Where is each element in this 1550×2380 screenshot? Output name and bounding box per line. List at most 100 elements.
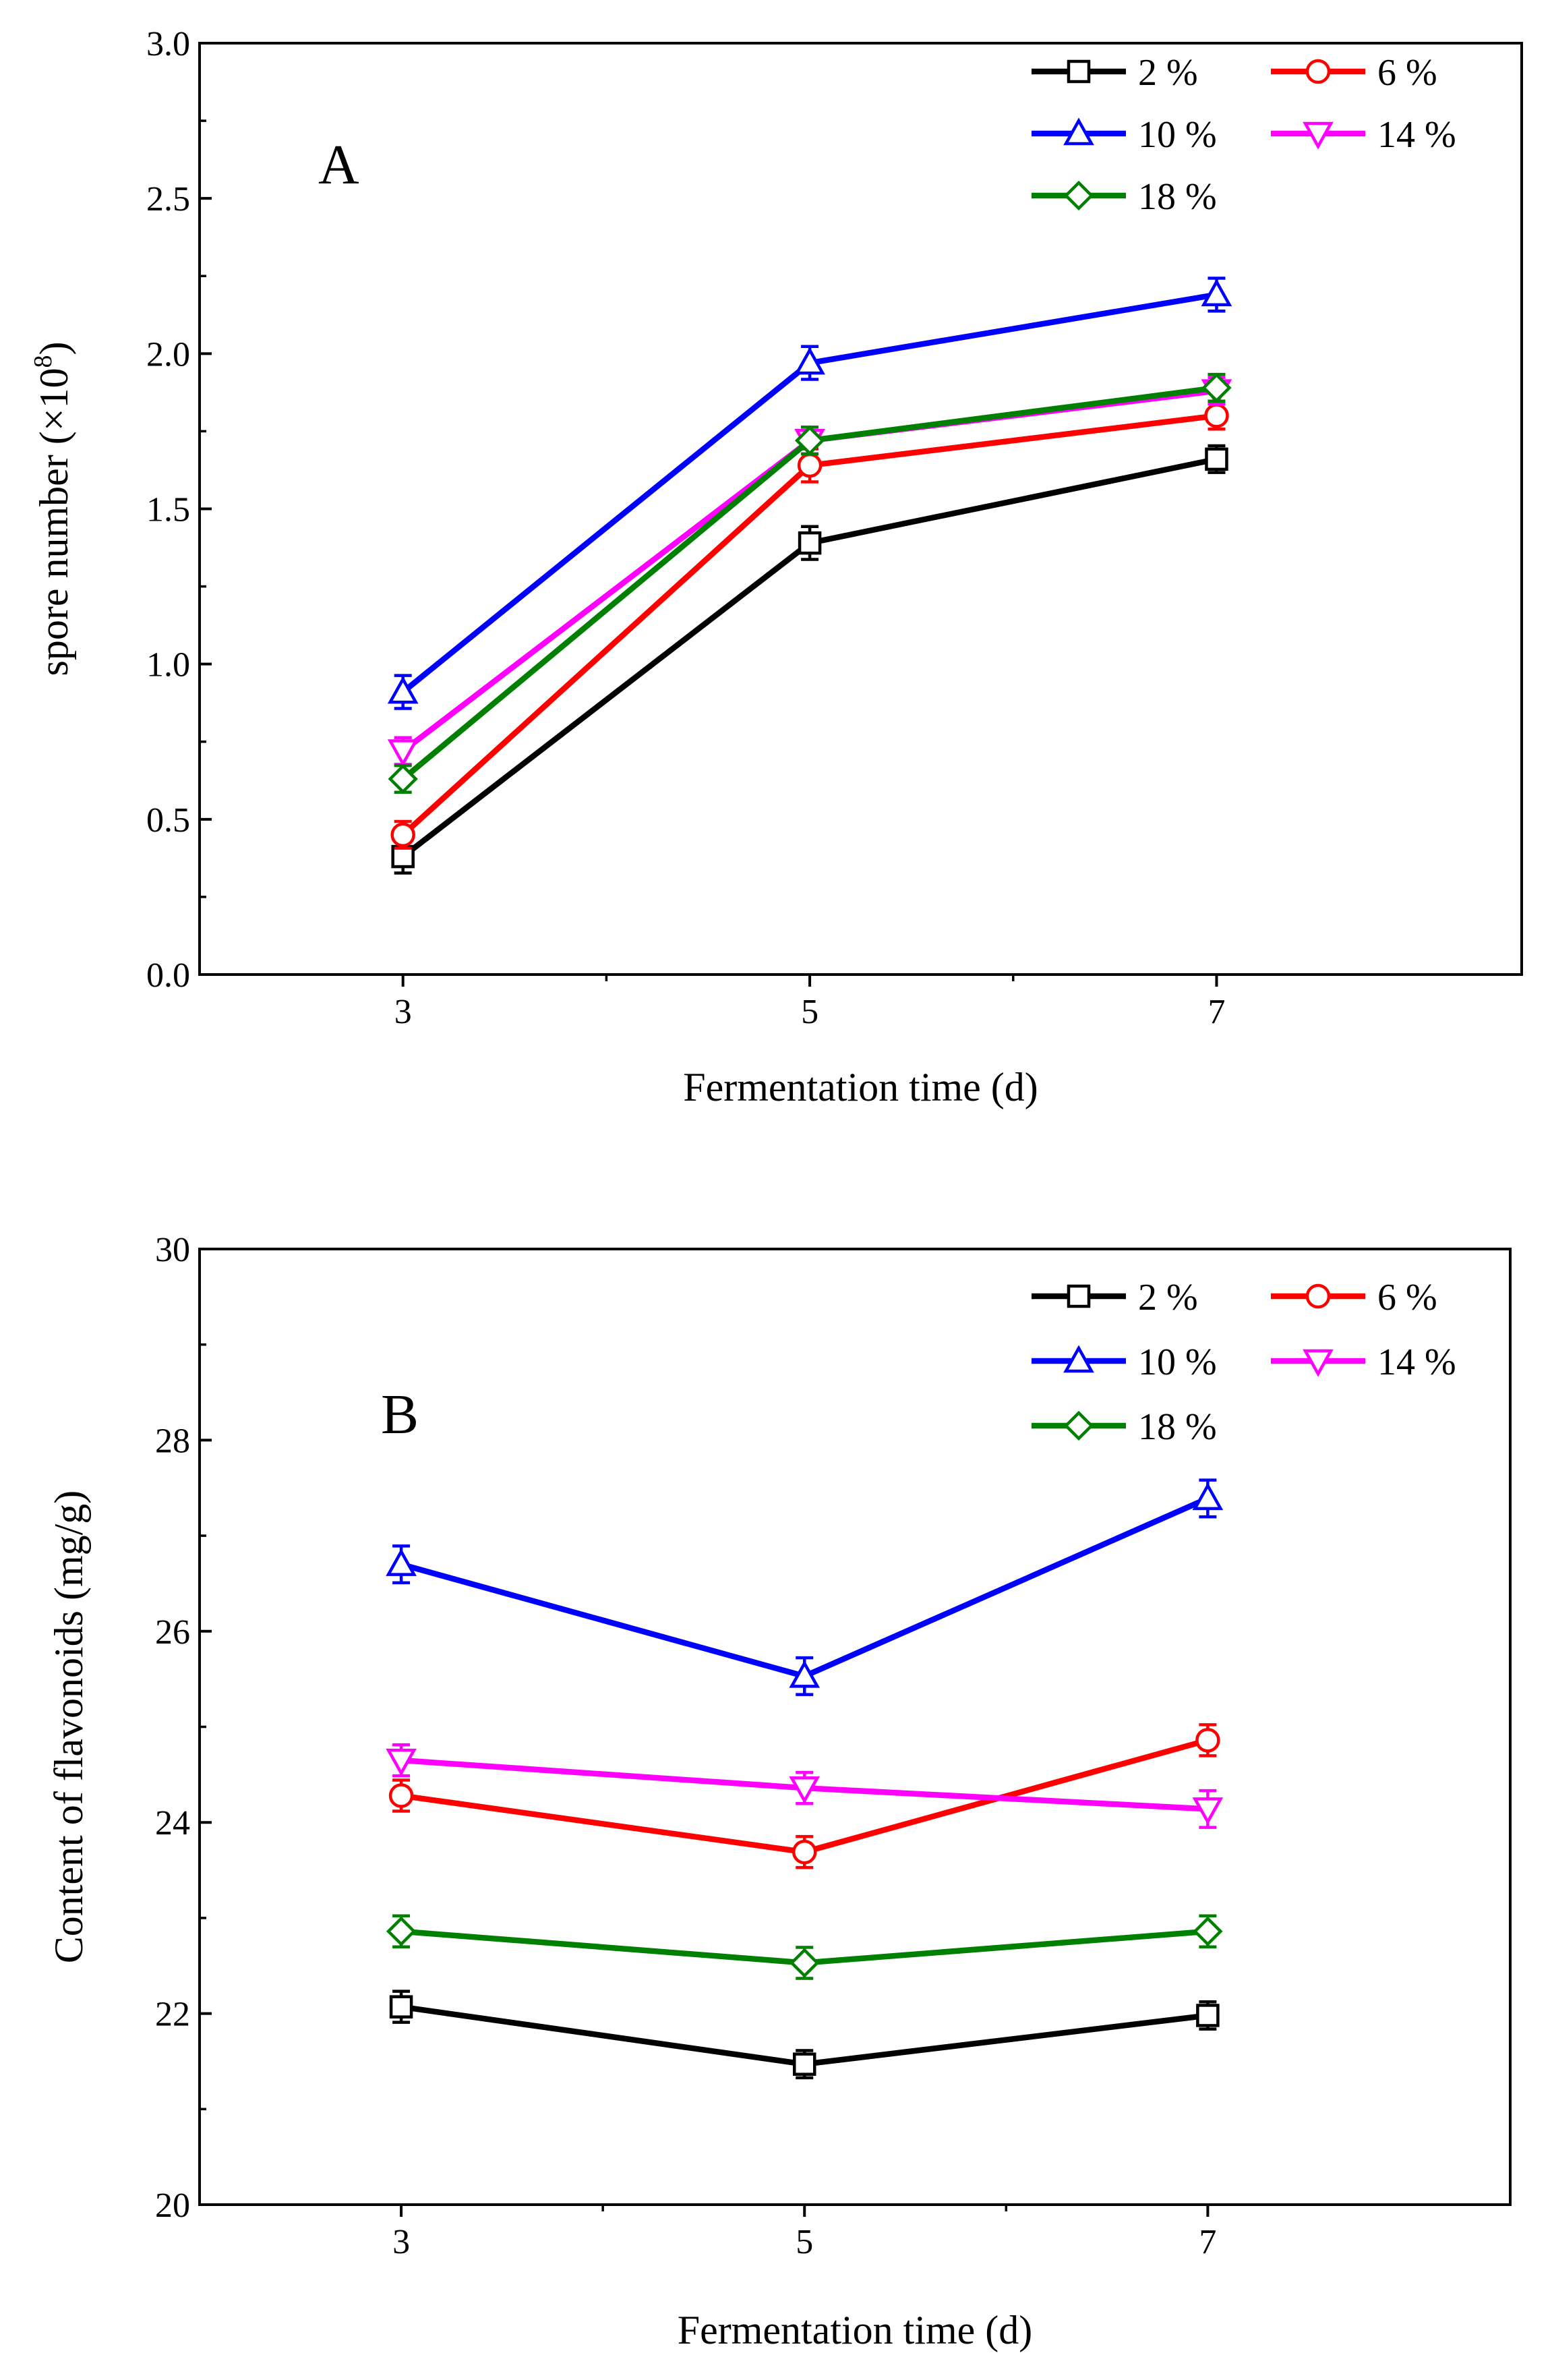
y-tick-label: 0.0 — [146, 956, 190, 995]
data-point — [390, 822, 415, 848]
y-axis-title-close: ) — [32, 341, 76, 355]
y-tick-label: 2.5 — [146, 180, 190, 219]
series-14-percent — [386, 1743, 1224, 1829]
legend-marker — [1067, 1284, 1091, 1308]
series-2-percent — [389, 1990, 1220, 2080]
y-axis-title: Content of flavonoids (mg/g) — [47, 1490, 91, 1964]
legend-marker — [1305, 59, 1331, 84]
x-tick-label: 7 — [1199, 2223, 1216, 2261]
legend-marker — [1063, 180, 1094, 211]
y-tick-label: 28 — [155, 1422, 190, 1460]
data-point — [387, 676, 419, 704]
y-tick-label: 22 — [155, 1996, 190, 2034]
y-tick-label: 0.5 — [146, 801, 190, 840]
legend-label: 10 % — [1138, 114, 1217, 156]
legend-label: 2 % — [1138, 52, 1198, 94]
series-6-percent — [388, 1723, 1220, 1869]
data-point — [789, 1948, 820, 1978]
legend-label: 18 % — [1138, 1406, 1217, 1448]
x-axis-title: Fermentation time (d) — [683, 1065, 1038, 1109]
data-point — [798, 531, 822, 555]
chart-panel-a: 0.0 0.5 1.0 1.5 2.0 2.5 3.0 3 5 7 Fermentation tim… — [29, 25, 1523, 1109]
data-point — [1192, 1797, 1224, 1825]
series-18-percent — [386, 1914, 1223, 1980]
data-point — [388, 1783, 414, 1808]
legend-item: 2 % — [1032, 1277, 1198, 1318]
legend-label: 14 % — [1377, 114, 1456, 156]
legend-marker — [1063, 117, 1094, 146]
data-point — [1195, 1728, 1220, 1753]
series-line — [400, 1495, 1210, 1679]
y-tick-label: 26 — [155, 1613, 190, 1652]
y-tick-label: 1.5 — [146, 491, 190, 529]
data-point — [1196, 2004, 1220, 2027]
data-point — [1201, 279, 1232, 307]
panel-letter: B — [381, 1383, 419, 1446]
y-tick-label: 24 — [155, 1804, 190, 1842]
chart-panel-b: 20 22 24 26 28 30 3 5 7 Fermentation time (d) Cont… — [47, 1231, 1512, 2352]
y-axis-title-main: spore number (×10 — [32, 368, 76, 676]
legend-item: 14 % — [1271, 1341, 1456, 1383]
legend-marker — [1063, 1410, 1094, 1441]
data-point — [388, 763, 418, 794]
y-tick-label: 3.0 — [146, 25, 190, 63]
legend-label: 10 % — [1138, 1341, 1217, 1383]
legend-item: 10 % — [1032, 1341, 1217, 1383]
x-tick-label: 3 — [394, 993, 412, 1031]
y-axis-title: spore number (×108) — [29, 341, 76, 676]
y-tick-label: 30 — [155, 1231, 190, 1269]
data-point — [789, 1776, 821, 1804]
data-point — [389, 1995, 413, 2019]
legend-marker — [1063, 1345, 1094, 1373]
legend-marker — [1067, 59, 1091, 84]
legend-label: 2 % — [1138, 1277, 1198, 1318]
data-point — [1205, 447, 1228, 471]
legend-marker — [1303, 1349, 1334, 1377]
x-tick-label: 5 — [801, 993, 818, 1031]
y-tick-label: 2.0 — [146, 335, 190, 374]
legend-label: 14 % — [1377, 1341, 1456, 1383]
legend-label: 18 % — [1138, 176, 1217, 218]
data-point — [387, 739, 419, 767]
legend-item: 18 % — [1032, 176, 1217, 218]
data-point — [1193, 1916, 1223, 1946]
x-axis-title: Fermentation time (d) — [678, 2308, 1033, 2352]
legend-label: 6 % — [1377, 52, 1437, 94]
legend-marker — [1303, 121, 1334, 150]
legend-item: 10 % — [1032, 114, 1217, 156]
y-tick-label: 20 — [155, 2186, 190, 2225]
legend: 2 % 6 % 10 % 14 % 18 % — [1032, 1277, 1456, 1448]
series-2-percent — [391, 444, 1228, 875]
data-point — [1201, 372, 1232, 403]
y-axis-title-exponent: 8 — [29, 355, 57, 368]
legend-item: 2 % — [1032, 52, 1198, 94]
data-point — [1204, 403, 1229, 428]
legend-item: 18 % — [1032, 1406, 1217, 1448]
data-point — [792, 2052, 816, 2076]
legend-item: 6 % — [1271, 52, 1437, 94]
legend: 2 % 6 % 10 % 14 % 18 % — [1032, 52, 1456, 218]
data-point — [797, 453, 823, 478]
panel-letter: A — [318, 134, 359, 196]
series-6-percent — [390, 401, 1229, 850]
data-point — [386, 1748, 417, 1776]
series-10-percent — [386, 1478, 1224, 1696]
data-point — [792, 1839, 817, 1865]
series-10-percent — [387, 277, 1232, 710]
series-18-percent — [388, 372, 1232, 794]
data-point — [1192, 1482, 1224, 1511]
x-tick-label: 7 — [1208, 993, 1225, 1031]
data-point — [789, 1660, 821, 1688]
y-tick-label: 1.0 — [146, 646, 190, 685]
data-point — [794, 347, 825, 375]
legend-marker — [1305, 1283, 1331, 1309]
data-point — [386, 1548, 417, 1576]
data-point — [794, 426, 825, 456]
legend-label: 6 % — [1377, 1277, 1437, 1318]
legend-item: 14 % — [1271, 114, 1456, 156]
x-tick-label: 5 — [796, 2223, 813, 2261]
data-point — [386, 1916, 417, 1946]
legend-item: 6 % — [1271, 1277, 1437, 1318]
x-tick-label: 3 — [392, 2223, 410, 2261]
